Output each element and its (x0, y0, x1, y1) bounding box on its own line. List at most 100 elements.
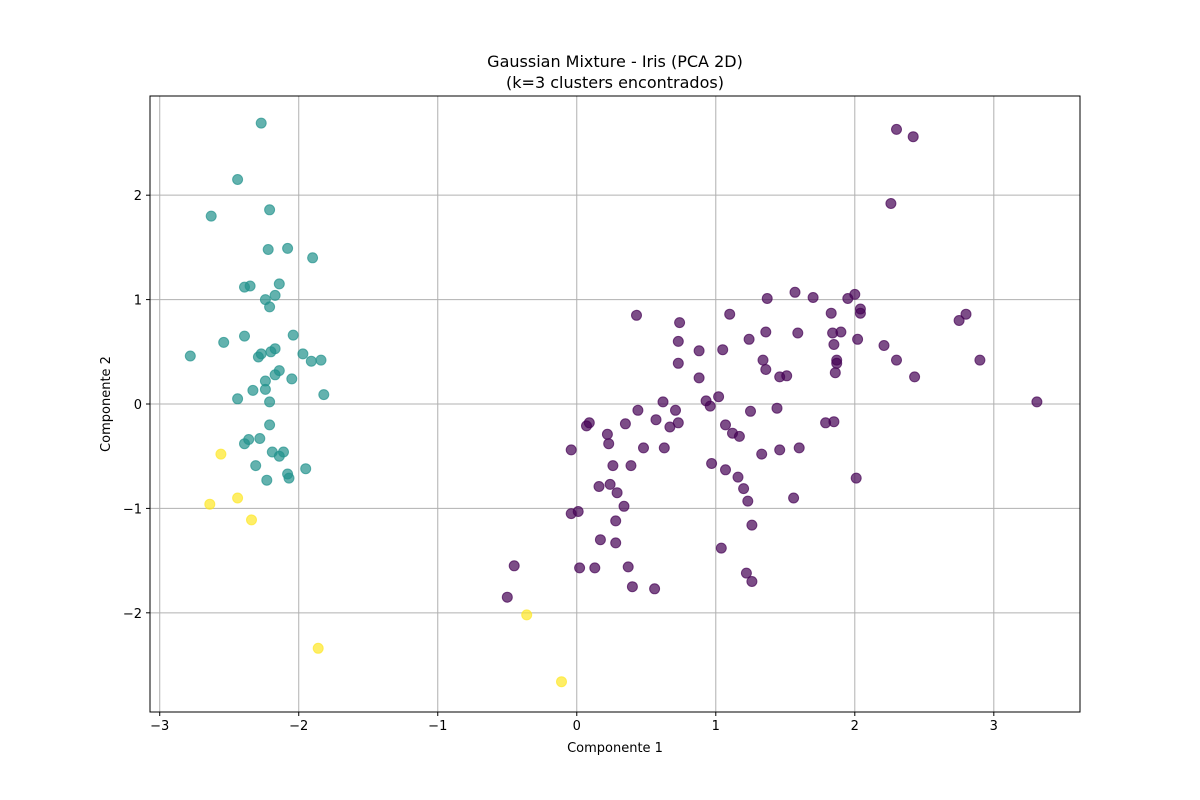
y-tick-label: −1 (123, 502, 142, 517)
data-point-cluster-0 (657, 396, 669, 408)
x-tick-label: 3 (990, 719, 998, 734)
data-point-cluster-0 (670, 404, 681, 416)
data-point-cluster-0 (854, 307, 866, 319)
data-point-cluster-0 (618, 500, 630, 512)
data-point-cluster-0 (852, 333, 864, 345)
data-point-cluster-0 (632, 404, 644, 416)
data-point-cluster-1 (315, 354, 327, 366)
data-point-cluster-0 (693, 345, 705, 357)
data-point-cluster-0 (825, 307, 837, 319)
data-point-cluster-0 (974, 354, 986, 366)
data-point-cluster-0 (574, 562, 586, 574)
data-point-cluster-0 (572, 506, 584, 517)
data-point-cluster-0 (693, 372, 705, 384)
data-point-cluster-0 (891, 123, 902, 135)
data-point-cluster-0 (757, 354, 769, 366)
data-point-cluster-0 (885, 198, 897, 209)
data-point-cluster-1 (205, 210, 217, 222)
data-point-cluster-0 (638, 442, 649, 454)
y-tick-label: −2 (123, 607, 142, 622)
data-point-cluster-0 (672, 357, 684, 369)
data-point-cluster-1 (239, 438, 250, 450)
data-point-cluster-0 (622, 561, 634, 573)
data-point-cluster-0 (829, 367, 841, 379)
data-point-cluster-1 (184, 350, 196, 362)
data-point-cluster-1 (297, 348, 309, 360)
data-point-cluster-0 (565, 444, 577, 456)
data-point-cluster-0 (807, 292, 819, 303)
data-point-cluster-1 (273, 278, 285, 290)
y-tick-label: 2 (134, 189, 142, 204)
data-point-cluster-0 (793, 442, 805, 454)
data-point-cluster-1 (264, 396, 276, 408)
x-tick-label: −1 (428, 719, 447, 734)
data-point-cluster-0 (715, 542, 727, 554)
data-point-cluster-0 (740, 567, 752, 579)
data-point-cluster-1 (255, 117, 267, 129)
data-point-cluster-0 (789, 286, 801, 298)
data-point-cluster-1 (252, 351, 264, 363)
data-point-cluster-2 (204, 498, 216, 510)
data-point-cluster-0 (610, 537, 622, 549)
data-point-cluster-0 (508, 560, 520, 572)
data-point-cluster-1 (305, 355, 317, 367)
data-point-cluster-1 (264, 301, 276, 313)
data-point-cluster-0 (909, 371, 921, 383)
data-point-cluster-1 (283, 472, 295, 484)
data-point-cluster-0 (746, 576, 758, 587)
data-point-cluster-0 (746, 519, 758, 531)
data-point-cluster-0 (501, 591, 513, 603)
data-point-cluster-0 (792, 327, 804, 339)
data-point-cluster-0 (625, 460, 637, 472)
data-point-cluster-0 (649, 583, 661, 595)
x-axis-ticks: −3 −2 −1 0 1 2 3 (150, 712, 998, 734)
data-point-cluster-2 (312, 642, 324, 654)
x-tick-label: −3 (150, 719, 169, 734)
data-point-cluster-1 (261, 474, 273, 486)
data-point-cluster-1 (287, 329, 299, 341)
data-point-cluster-1 (273, 450, 285, 462)
data-point-cluster-1 (232, 174, 244, 185)
data-point-cluster-0 (774, 444, 786, 456)
data-point-cluster-0 (713, 391, 725, 403)
data-point-cluster-0 (732, 471, 744, 483)
data-point-cluster-0 (960, 308, 972, 320)
x-tick-label: 1 (712, 719, 720, 734)
data-point-cluster-1 (239, 330, 250, 342)
data-point-cluster-0 (664, 421, 676, 433)
data-point-cluster-2 (246, 514, 257, 526)
data-point-cluster-0 (835, 326, 847, 338)
data-point-cluster-1 (286, 373, 298, 385)
data-point-cluster-0 (619, 418, 631, 430)
data-point-cluster-1 (232, 393, 244, 405)
data-point-cluster-0 (738, 483, 750, 495)
data-point-cluster-0 (607, 460, 619, 472)
data-point-cluster-2 (232, 492, 244, 504)
data-point-cluster-2 (215, 448, 227, 460)
data-point-cluster-0 (831, 357, 843, 369)
data-point-cluster-1 (264, 204, 276, 216)
y-tick-label: 1 (134, 294, 142, 309)
chart-subtitle: (k=3 clusters encontrados) (506, 73, 724, 92)
data-point-cluster-1 (247, 384, 259, 396)
data-point-cluster-0 (720, 419, 731, 431)
data-point-cluster-0 (756, 448, 768, 460)
data-point-cluster-0 (601, 428, 613, 440)
data-point-cluster-0 (788, 492, 800, 504)
data-point-cluster-1 (250, 460, 262, 472)
data-point-cluster-0 (891, 354, 902, 366)
data-point-cluster-0 (760, 364, 772, 375)
data-point-cluster-1 (282, 242, 294, 254)
data-point-cluster-0 (907, 131, 919, 143)
data-point-cluster-0 (631, 309, 642, 321)
data-point-cluster-0 (771, 402, 783, 414)
data-point-cluster-0 (593, 481, 605, 492)
data-point-cluster-0 (720, 464, 731, 476)
data-point-cluster-0 (742, 495, 754, 507)
grid-lines (150, 96, 1080, 712)
data-point-cluster-1 (269, 289, 281, 301)
data-point-cluster-0 (828, 416, 840, 428)
data-point-cluster-0 (828, 339, 840, 350)
data-point-cluster-1 (265, 346, 277, 358)
